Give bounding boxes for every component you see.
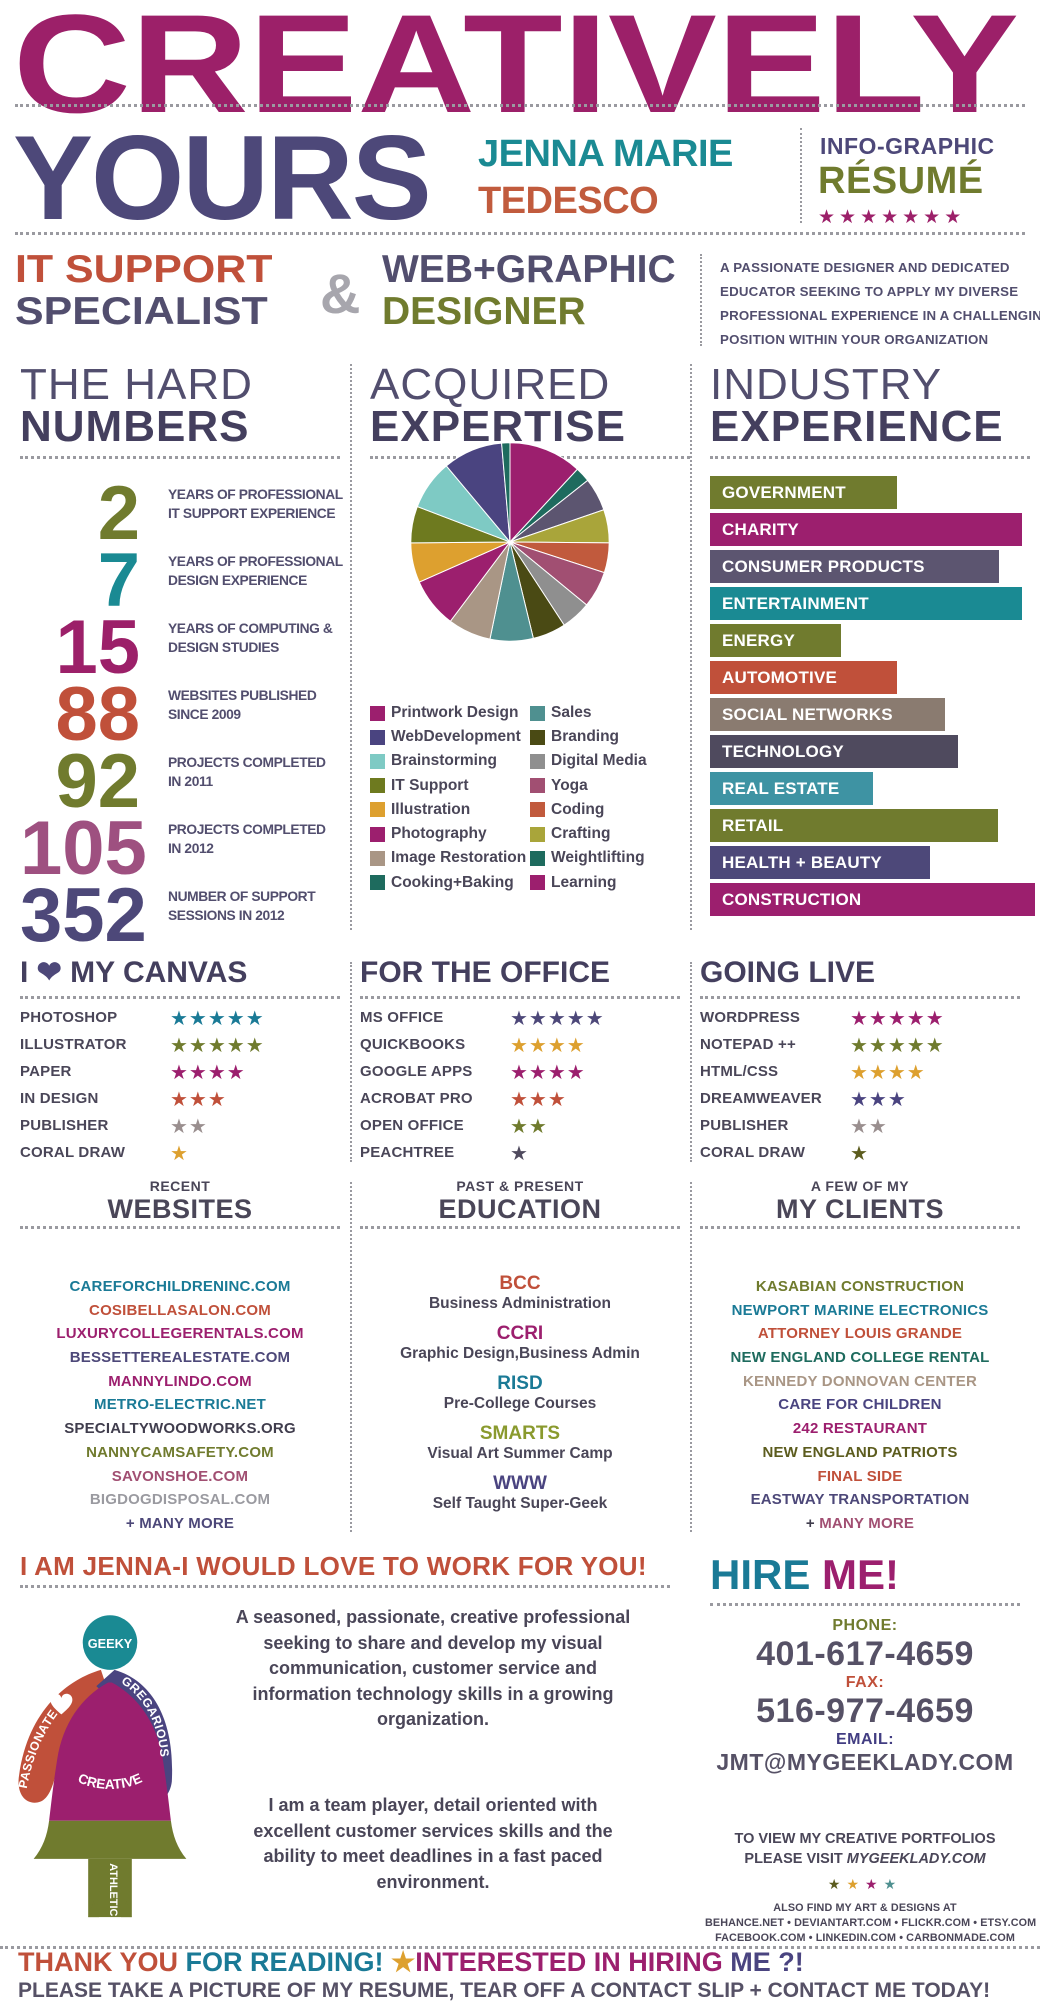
svg-text:ATHLETIC: ATHLETIC	[107, 1863, 119, 1916]
svg-text:GEEKY: GEEKY	[88, 1636, 133, 1651]
